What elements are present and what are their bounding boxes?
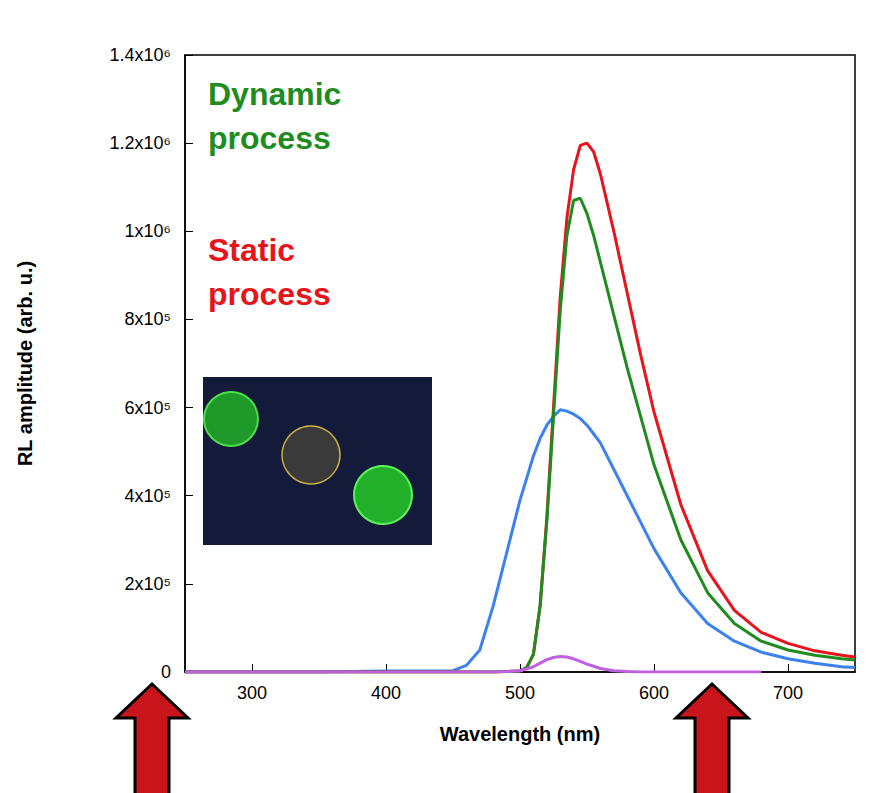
svg-text:8x10⁵: 8x10⁵ bbox=[125, 309, 172, 329]
svg-text:1x10⁶: 1x10⁶ bbox=[125, 221, 171, 241]
svg-text:300: 300 bbox=[237, 683, 267, 703]
svg-text:2x10⁵: 2x10⁵ bbox=[125, 574, 172, 594]
svg-text:600: 600 bbox=[639, 683, 669, 703]
svg-text:4x10⁵: 4x10⁵ bbox=[125, 486, 172, 506]
svg-text:process: process bbox=[208, 120, 331, 156]
svg-text:700: 700 bbox=[773, 683, 803, 703]
svg-text:500: 500 bbox=[505, 683, 535, 703]
svg-text:1.2x10⁶: 1.2x10⁶ bbox=[110, 133, 171, 153]
svg-text:Static: Static bbox=[208, 232, 295, 268]
svg-text:6x10⁵: 6x10⁵ bbox=[125, 398, 172, 418]
svg-text:Wavelength (nm): Wavelength (nm) bbox=[440, 723, 600, 745]
svg-text:1.4x10⁶: 1.4x10⁶ bbox=[110, 45, 171, 65]
svg-text:0: 0 bbox=[161, 662, 171, 682]
svg-text:RL amplitude (arb. u.): RL amplitude (arb. u.) bbox=[14, 261, 36, 466]
svg-text:400: 400 bbox=[371, 683, 401, 703]
svg-text:process: process bbox=[208, 276, 331, 312]
svg-text:Dynamic: Dynamic bbox=[208, 76, 341, 112]
